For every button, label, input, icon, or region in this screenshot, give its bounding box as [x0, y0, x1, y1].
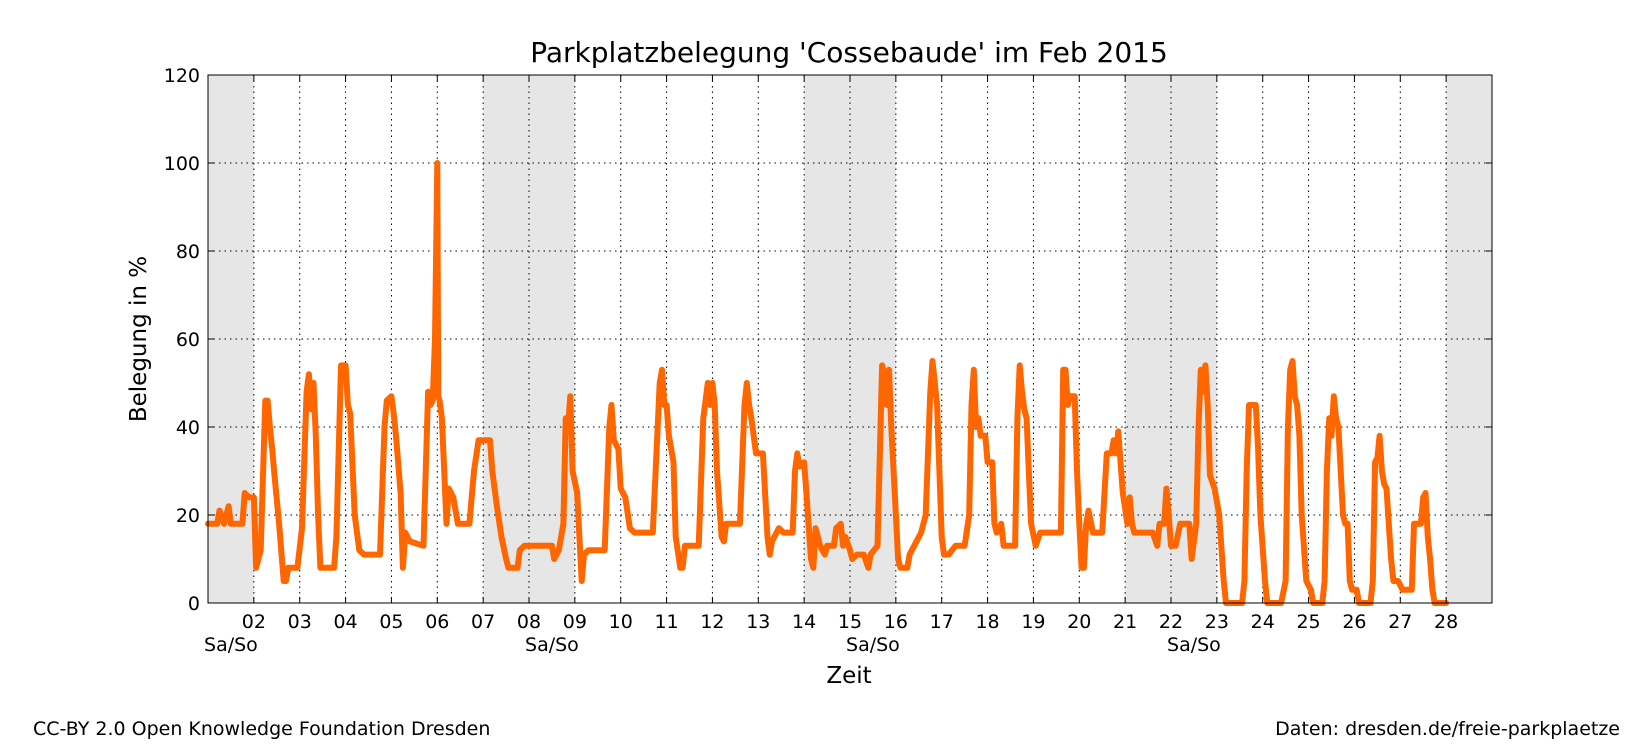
x-tick-label: 20: [1067, 611, 1091, 633]
chart-title: Parkplatzbelegung 'Cossebaude' im Feb 20…: [530, 36, 1168, 69]
x-tick-label: 27: [1388, 611, 1412, 633]
x-tick-label: 28: [1434, 611, 1458, 633]
y-tick-label: 120: [164, 65, 200, 87]
y-tick-label: 40: [176, 417, 200, 439]
x-tick-label: 18: [975, 611, 999, 633]
x-tick-label: 14: [792, 611, 816, 633]
x-tick-label: 22: [1159, 611, 1183, 633]
x-tick-label: 02: [242, 611, 266, 633]
license-note: CC-BY 2.0 Open Knowledge Foundation Dres…: [33, 718, 491, 740]
series-line-1: [205, 160, 1450, 606]
x-tick-label: 13: [746, 611, 770, 633]
weekend-label: Sa/So: [846, 634, 900, 656]
x-tick-label: 04: [333, 611, 357, 633]
x-tick-label: 17: [930, 611, 954, 633]
x-tick-label: 11: [654, 611, 678, 633]
x-tick-label: 25: [1296, 611, 1320, 633]
data-source-note: Daten: dresden.de/freie-parkplaetze: [1275, 718, 1620, 740]
weekend-label: Sa/So: [204, 634, 258, 656]
x-tick-label: 16: [884, 611, 908, 633]
x-tick-label: 08: [517, 611, 541, 633]
x-tick-label: 26: [1342, 611, 1366, 633]
y-tick-label: 20: [176, 505, 200, 527]
y-tick-label: 80: [176, 241, 200, 263]
x-tick-label: 09: [563, 611, 587, 633]
x-tick-label: 07: [471, 611, 495, 633]
x-tick-label: 23: [1205, 611, 1229, 633]
ticks: 02 03 04 05 06 07 08 09 10 11 12 13 14 15 16 17 18 19 20 21…: [164, 65, 1492, 656]
x-tick-label: 05: [379, 611, 403, 633]
x-tick-label: 06: [425, 611, 449, 633]
x-tick-label: 10: [609, 611, 633, 633]
y-axis-label: Belegung in %: [126, 256, 152, 422]
x-axis-label: Zeit: [826, 663, 871, 689]
x-tick-label: 24: [1251, 611, 1275, 633]
x-tick-label: 15: [838, 611, 862, 633]
x-tick-label: 21: [1113, 611, 1137, 633]
y-tick-label: 0: [188, 593, 200, 615]
series-layer: [205, 160, 1450, 606]
weekend-label: Sa/So: [1167, 634, 1221, 656]
weekend-label: Sa/So: [525, 634, 579, 656]
x-tick-label: 12: [700, 611, 724, 633]
x-tick-label: 03: [288, 611, 312, 633]
y-tick-label: 100: [164, 153, 200, 175]
x-tick-label: 19: [1021, 611, 1045, 633]
y-tick-label: 60: [176, 329, 200, 351]
